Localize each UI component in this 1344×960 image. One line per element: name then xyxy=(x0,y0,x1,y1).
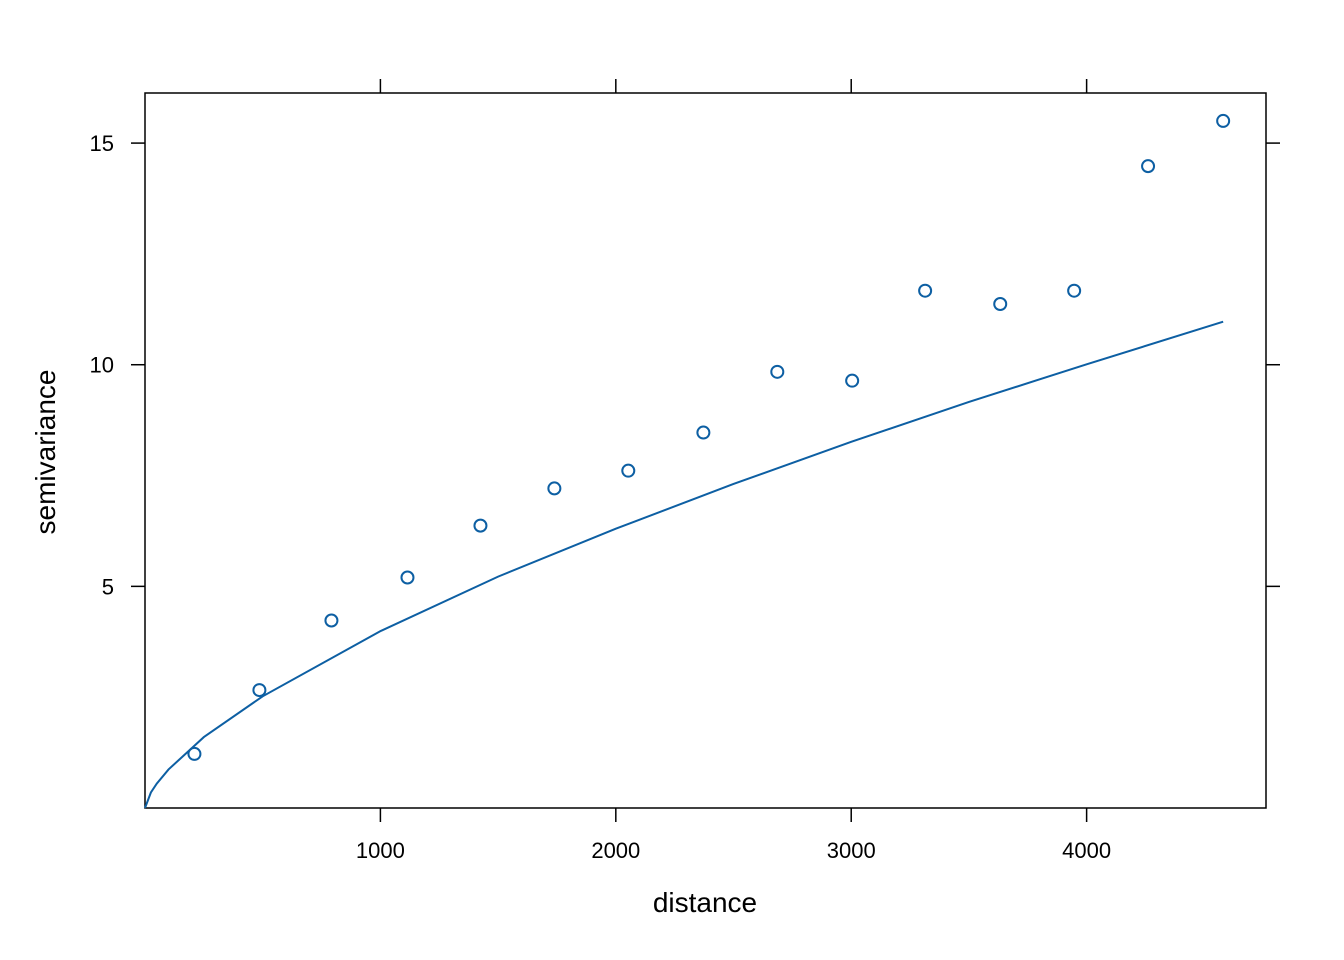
x-axis-title: distance xyxy=(653,887,757,918)
point xyxy=(252,683,267,698)
point xyxy=(473,518,488,533)
x-tick-label: 1000 xyxy=(356,838,405,863)
x-tick-label: 2000 xyxy=(591,838,640,863)
x-tick-label: 3000 xyxy=(827,838,876,863)
point xyxy=(187,746,202,761)
point xyxy=(547,481,562,496)
y-tick-label: 10 xyxy=(90,353,114,378)
point xyxy=(1141,159,1156,174)
point xyxy=(1067,283,1082,298)
point xyxy=(696,425,711,440)
point xyxy=(845,373,860,388)
y-axis-title: semivariance xyxy=(30,370,61,535)
point xyxy=(400,570,415,585)
point xyxy=(1216,113,1231,128)
point xyxy=(918,283,933,298)
plot-frame xyxy=(144,92,1267,809)
point xyxy=(324,613,339,628)
point xyxy=(621,463,636,478)
point xyxy=(770,364,785,379)
y-tick-label: 5 xyxy=(102,574,114,599)
x-tick-label: 4000 xyxy=(1062,838,1111,863)
y-tick-label: 15 xyxy=(90,131,114,156)
point xyxy=(993,296,1008,311)
model-line xyxy=(144,320,1224,809)
